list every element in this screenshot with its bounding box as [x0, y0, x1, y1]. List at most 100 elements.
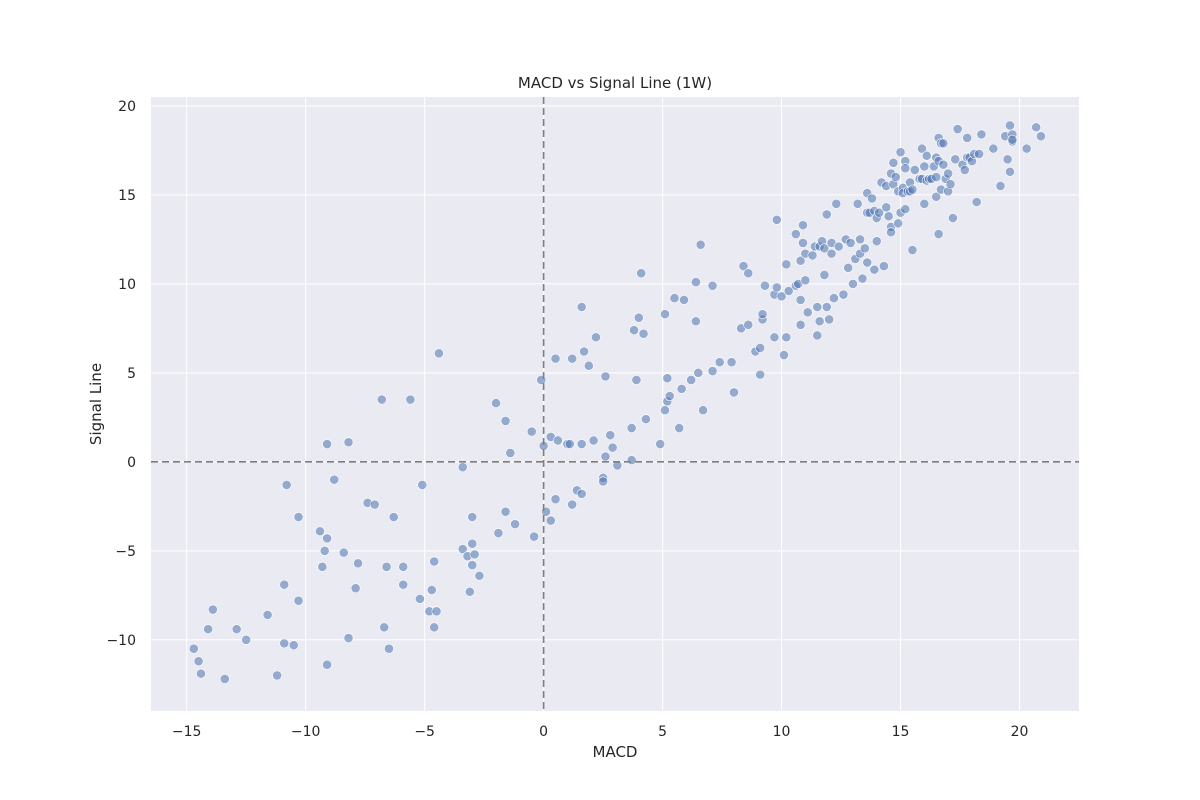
x-tick-label: −15 [172, 724, 202, 740]
data-point [909, 165, 920, 175]
data-point [859, 243, 870, 254]
data-point [707, 366, 718, 376]
data-point [529, 531, 539, 542]
data-point [781, 259, 792, 270]
data-point [241, 634, 252, 645]
data-point [947, 213, 958, 223]
data-point [636, 268, 647, 279]
data-point [943, 168, 954, 179]
data-point [895, 147, 906, 158]
data-point [350, 583, 361, 594]
data-point [933, 229, 944, 239]
data-point [826, 248, 837, 259]
data-point [329, 474, 340, 485]
data-point [971, 197, 982, 207]
data-point [353, 558, 363, 569]
data-point [886, 227, 896, 238]
data-point [279, 638, 290, 649]
data-point [845, 238, 856, 248]
y-tick-label: 5 [127, 366, 136, 382]
data-point [952, 124, 963, 134]
data-point [293, 595, 304, 606]
data-point [662, 373, 673, 384]
data-point [755, 369, 766, 380]
data-point [829, 293, 839, 304]
data-point [591, 332, 601, 343]
data-point [467, 512, 478, 522]
data-point [938, 159, 949, 170]
data-point [388, 512, 399, 522]
data-point [798, 238, 808, 248]
data-point [674, 423, 685, 433]
data-point [821, 302, 832, 312]
data-point [755, 343, 766, 353]
data-point [293, 512, 304, 522]
data-point [203, 624, 214, 635]
data-point [917, 143, 927, 154]
data-point [824, 314, 835, 325]
x-tick-label: 0 [539, 724, 548, 740]
data-point [500, 416, 511, 426]
data-point [726, 357, 737, 368]
data-point [429, 622, 440, 633]
data-point [907, 184, 918, 195]
data-point [510, 519, 520, 530]
data-point [695, 239, 706, 250]
y-axis-label: Signal Line [87, 363, 105, 445]
data-point [812, 302, 823, 312]
data-point [855, 234, 865, 245]
data-point [322, 439, 332, 449]
data-point [938, 138, 949, 149]
data-points [188, 120, 1046, 684]
data-point [679, 294, 689, 305]
data-point [281, 480, 292, 490]
data-point [798, 220, 808, 231]
data-point [196, 668, 206, 679]
data-point [467, 538, 478, 549]
data-point [1036, 131, 1046, 142]
data-point [655, 439, 666, 449]
data-point [900, 163, 911, 174]
data-point [857, 273, 868, 284]
data-point [676, 383, 687, 394]
data-point [843, 262, 854, 273]
data-point [626, 423, 637, 433]
data-point [919, 161, 930, 172]
reference-lines [151, 97, 1079, 711]
x-tick-label: 20 [1011, 724, 1029, 740]
data-point [800, 275, 811, 286]
data-point [219, 674, 230, 684]
data-point [819, 243, 830, 254]
data-point [414, 593, 425, 604]
data-point [369, 499, 380, 510]
data-point [550, 494, 561, 505]
data-point [760, 280, 770, 291]
data-point [707, 280, 718, 291]
data-point [771, 282, 782, 293]
data-point [600, 371, 611, 382]
data-point [272, 670, 283, 681]
data-point [605, 430, 616, 441]
data-point [669, 293, 680, 304]
data-point [491, 398, 501, 409]
data-point [962, 133, 973, 143]
data-point [193, 656, 204, 667]
data-point [974, 149, 984, 159]
data-point [691, 277, 701, 287]
data-point [376, 394, 387, 405]
data-point [552, 435, 563, 446]
data-point [802, 307, 813, 318]
data-point [812, 330, 823, 341]
data-point [322, 659, 332, 670]
data-point [691, 316, 701, 327]
data-point [757, 309, 768, 320]
data-point [588, 435, 599, 446]
data-point [776, 291, 787, 302]
data-point [848, 278, 858, 289]
x-tick-label: 5 [658, 724, 667, 740]
data-point [693, 367, 704, 378]
data-point [545, 515, 556, 526]
chart-title: MACD vs Signal Line (1W) [518, 74, 712, 92]
data-point [417, 480, 428, 490]
